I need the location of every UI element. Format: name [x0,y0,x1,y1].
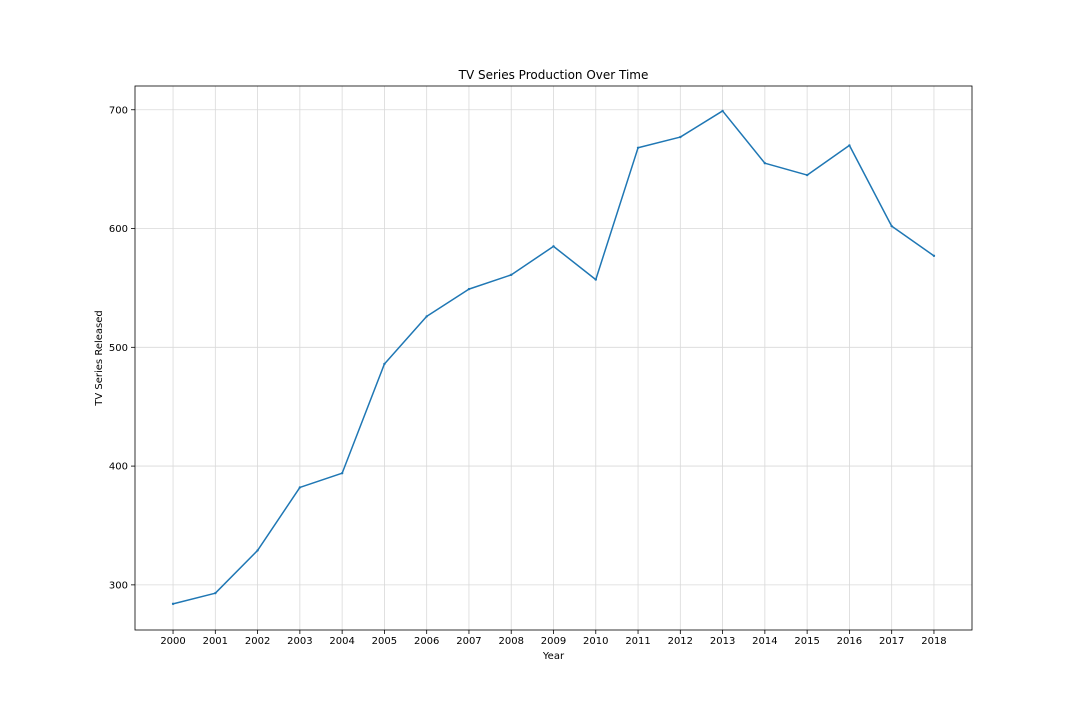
x-tick-label: 2003 [287,636,312,647]
data-point [425,315,428,318]
data-point [679,135,682,139]
x-tick-label: 2013 [710,636,735,647]
data-point [510,273,513,277]
series-layer [171,109,936,606]
data-point [932,254,936,258]
data-point [383,362,386,366]
y-axis-ticks: 300 400 500 600 700 [109,105,135,591]
data-point [467,287,471,291]
grid [135,86,972,630]
x-tick-label: 2016 [837,636,862,647]
y-tick-label: 700 [109,105,128,116]
x-tick-label: 2002 [245,636,270,647]
x-tick-label: 2001 [203,636,228,647]
x-tick-label: 2008 [499,636,524,647]
chart-title: TV Series Production Over Time [458,68,649,82]
x-tick-label: 2004 [329,636,354,647]
data-point [171,602,175,606]
x-tick-label: 2006 [414,636,439,647]
x-axis-label: Year [542,651,565,662]
x-axis-ticks: 2000 2001 2002 2003 2004 2005 2006 2007 2008 2009… [160,630,947,647]
x-tick-label: 2012 [668,636,693,647]
data-point [594,278,597,281]
x-tick-label: 2000 [160,636,185,647]
data-point [636,146,640,149]
data-point [256,549,259,552]
x-tick-label: 2015 [794,636,819,647]
x-tick-label: 2005 [372,636,397,647]
x-tick-label: 2011 [625,636,650,647]
x-tick-label: 2018 [921,636,946,647]
y-axis-label: TV Series Released [94,310,105,406]
data-point [848,144,851,147]
y-tick-label: 400 [109,462,128,473]
data-point [763,162,767,165]
y-tick-label: 300 [109,580,128,591]
y-tick-label: 500 [109,343,128,354]
data-point [721,109,724,113]
data-point [298,486,302,489]
x-tick-label: 2009 [541,636,566,647]
x-tick-label: 2007 [456,636,481,647]
y-tick-label: 600 [109,224,128,235]
data-point [552,245,555,248]
x-tick-label: 2017 [879,636,904,647]
x-tick-label: 2010 [583,636,608,647]
data-point [340,472,344,475]
data-point [890,224,893,228]
x-tick-label: 2014 [752,636,777,647]
data-point [214,591,217,595]
data-point [805,173,809,177]
